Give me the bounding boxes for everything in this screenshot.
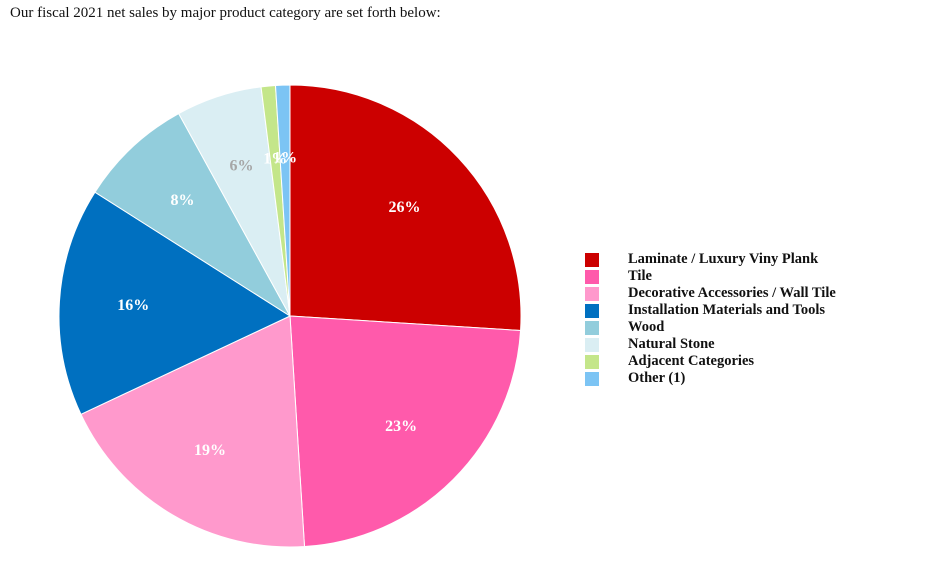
chart-legend: Laminate / Luxury Viny Plank Tile Decorati… (585, 251, 836, 387)
legend-swatch (585, 354, 599, 369)
legend-swatch (585, 286, 599, 301)
legend-label: Tile (628, 268, 652, 284)
legend-item-decorative-accessories-wall-tile: Decorative Accessories / Wall Tile (585, 285, 836, 302)
legend-item-installation-materials-and-tools: Installation Materials and Tools (585, 302, 836, 319)
legend-item-tile: Tile (585, 268, 836, 285)
intro-text: Our fiscal 2021 net sales by major produ… (10, 5, 441, 21)
legend-item-laminate-luxury-viny-plank: Laminate / Luxury Viny Plank (585, 251, 836, 268)
legend-label: Installation Materials and Tools (628, 302, 825, 318)
legend-label: Adjacent Categories (628, 353, 755, 369)
legend-swatch (585, 320, 599, 335)
legend-label: Natural Stone (628, 336, 715, 352)
slice-label-adjacent-categories: 1% (263, 150, 287, 167)
legend-swatch (585, 371, 599, 386)
legend-item-other-1: Other (1) (585, 370, 836, 387)
legend-label: Wood (628, 319, 665, 335)
pie-slice-tile (289, 315, 522, 548)
legend-swatch (585, 252, 599, 267)
pie-slice-installation-materials-and-tools (58, 191, 292, 416)
pie-slice-labels: 26% 23% 19% 16% 8% 6% 1%1% (117, 150, 420, 459)
slice-label-other-1: 1% (273, 150, 297, 167)
slice-label-wood: 8% (171, 192, 195, 209)
legend-item-natural-stone: Natural Stone (585, 336, 836, 353)
legend-label: Decorative Accessories / Wall Tile (628, 285, 836, 301)
pie-slice-decorative-accessories-wall-tile (80, 315, 306, 548)
slice-label-decorative-accessories-wall-tile: 19% (194, 442, 226, 459)
pie-slice-other-1 (274, 84, 291, 317)
slice-label-natural-stone: 6% (230, 157, 254, 174)
pie-slice-wood (94, 112, 291, 317)
legend-item-adjacent-categories: Adjacent Categories (585, 353, 836, 370)
pie-slices (58, 84, 522, 548)
legend-label: Other (1) (628, 370, 686, 386)
legend-label: Laminate / Luxury Viny Plank (628, 251, 819, 267)
legend-item-wood: Wood (585, 319, 836, 336)
legend-swatch (585, 269, 599, 284)
legend-swatch (585, 337, 599, 352)
legend-swatch (585, 303, 599, 318)
slice-label-laminate-luxury-viny-plank: 26% (389, 199, 421, 216)
pie-slice-laminate-luxury-viny-plank (289, 84, 522, 332)
slice-label-tile: 23% (385, 418, 417, 435)
slice-label-installation-materials-and-tools: 16% (117, 297, 149, 314)
